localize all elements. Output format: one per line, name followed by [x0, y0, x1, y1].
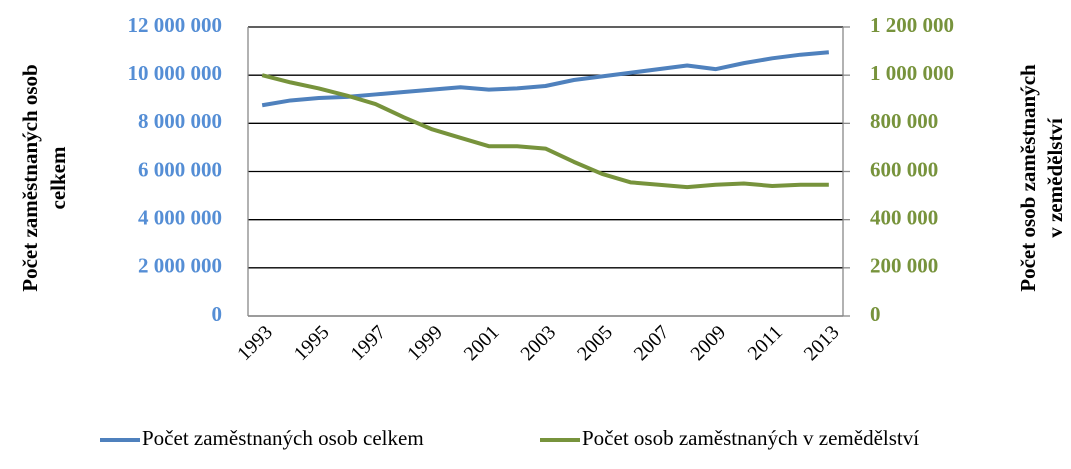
y2-axis-title: Počet osob zaměstnaných	[1016, 64, 1040, 292]
x-tick-label: 2003	[516, 321, 560, 365]
y-tick-label: 6 000 000	[138, 157, 222, 181]
x-tick-label: 1999	[403, 321, 447, 365]
y-tick-label: 8 000 000	[138, 109, 222, 133]
y-tick-label: 4 000 000	[138, 205, 222, 229]
y2-axis-title: v zemědělství	[1043, 117, 1067, 238]
legend-label: Počet osob zaměstnaných v zemědělství	[582, 426, 919, 450]
y2-tick-label: 1 200 000	[870, 13, 954, 37]
y-tick-label: 0	[212, 302, 223, 326]
y2-tick-label: 800 000	[870, 109, 938, 133]
y2-tick-label: 600 000	[870, 157, 938, 181]
y-tick-label: 2 000 000	[138, 254, 222, 278]
y2-tick-label: 0	[870, 302, 881, 326]
x-tick-label: 1997	[346, 321, 390, 365]
y-tick-label: 12 000 000	[128, 13, 223, 37]
y-tick-label: 10 000 000	[128, 61, 223, 85]
y2-tick-label: 1 000 000	[870, 61, 954, 85]
y-axis-title: celkem	[46, 146, 70, 209]
y2-tick-label: 400 000	[870, 205, 938, 229]
legend-label: Počet zaměstnaných osob celkem	[142, 426, 424, 450]
y-axis-title: Počet zaměstnaných osob	[18, 64, 42, 291]
x-tick-label: 1995	[290, 321, 334, 365]
x-tick-label: 2001	[460, 321, 504, 365]
x-tick-label: 2009	[686, 321, 730, 365]
x-tick-label: 2007	[630, 321, 674, 365]
x-tick-label: 2011	[744, 321, 787, 364]
y2-tick-label: 200 000	[870, 254, 938, 278]
x-tick-label: 1993	[233, 321, 277, 365]
line-series	[261, 50, 830, 108]
x-tick-label: 2005	[573, 321, 617, 365]
x-tick-label: 2013	[800, 321, 844, 365]
line-series	[261, 73, 829, 190]
